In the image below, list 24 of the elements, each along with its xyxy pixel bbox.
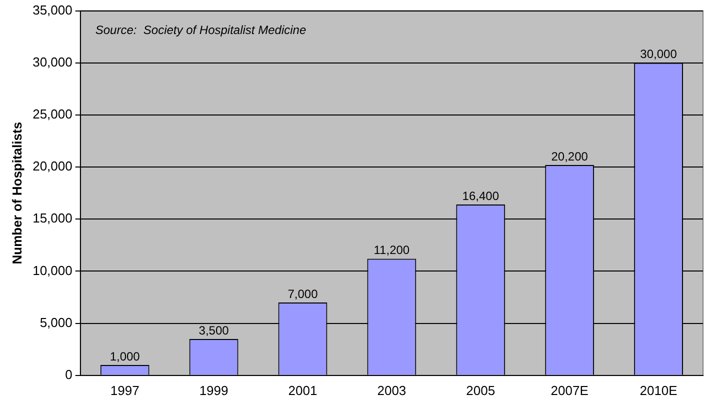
data-label: 1,000 [110, 349, 140, 364]
x-tick-label: 2005 [466, 382, 496, 398]
y-tick-label: 30,000 [32, 54, 72, 70]
x-tick-label: 1997 [110, 382, 140, 398]
x-tick-label: 1999 [199, 382, 228, 398]
annotation: Source: Society of Hospitalist Medicine [95, 23, 306, 38]
data-label: 7,000 [288, 286, 318, 301]
y-tick-label: 35,000 [32, 2, 72, 18]
data-label: 20,200 [551, 149, 588, 164]
x-tick-label: 2003 [377, 382, 406, 398]
y-tick-label: 25,000 [32, 106, 72, 122]
data-label: 3,500 [198, 323, 230, 338]
x-tick-label: 2001 [288, 382, 318, 398]
data-label: 16,400 [462, 188, 500, 203]
y-tick-label: 20,000 [32, 158, 72, 174]
x-tick-label: 2007E [550, 382, 589, 398]
data-label: 30,000 [640, 47, 678, 62]
y-tick-label: 0 [65, 366, 72, 382]
y-tick-label: 5,000 [40, 314, 72, 330]
y-axis-title: Number of Hospitalists [9, 122, 24, 264]
y-tick-label: 10,000 [32, 262, 72, 278]
data-label: 11,200 [374, 243, 410, 258]
y-tick-label: 15,000 [32, 210, 72, 226]
x-tick-label: 2010E [640, 382, 678, 398]
